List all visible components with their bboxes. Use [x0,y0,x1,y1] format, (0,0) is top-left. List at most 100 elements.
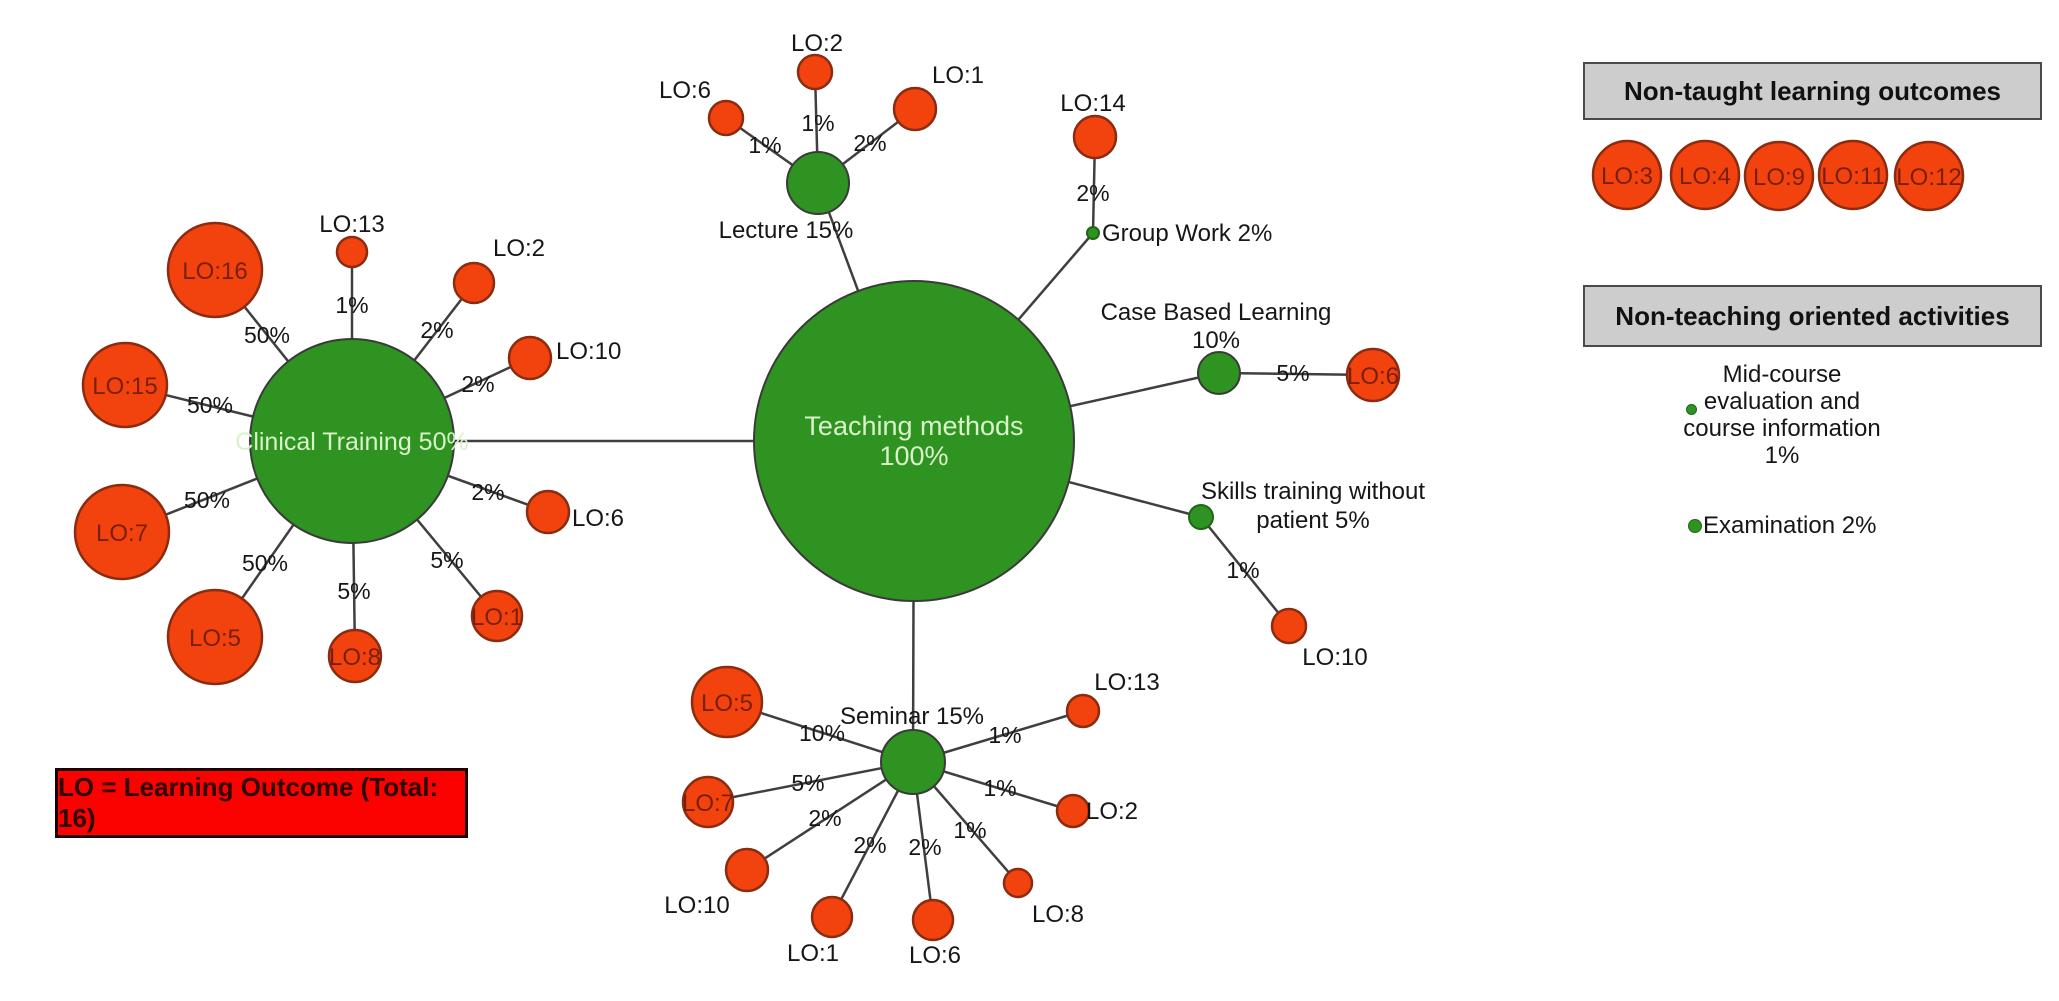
edge-label-seminar-se6: 2% [908,834,941,860]
node-se10-label: LO:10 [664,892,729,919]
lo-abbreviation-text: LO = Learning Outcome (Total: 16) [58,772,439,833]
node-seminar-label: Seminar 15% [840,703,984,730]
node-c6-circle [525,489,571,535]
examination-dot-icon [1688,519,1702,533]
edge-label-clinical-c13: 1% [335,292,368,318]
node-c2-circle [452,261,496,305]
node-se2-circle [1055,793,1091,829]
edge-seminar-se7 [707,760,914,804]
edge-label-clinical-c15: 50% [187,392,233,418]
node-leg9-circle [1743,140,1815,212]
node-c8-circle [327,628,383,684]
node-leg4-circle [1669,139,1741,211]
edge-label-seminar-se10: 2% [808,805,841,831]
node-l2-label: LO:2 [791,30,843,57]
node-g14-circle [1072,114,1118,160]
node-se5-label: LO:5 [701,690,753,717]
edge-label-clinical-c16: 50% [244,322,290,348]
node-c5-label: LO:5 [189,625,241,652]
node-leg12-label: LO:12 [1896,164,1961,191]
node-s10-circle [1270,607,1308,645]
edge-label-seminar-se7: 5% [791,770,824,796]
node-leg3-label: LO:3 [1601,163,1653,190]
node-teaching-circle [753,280,1075,602]
node-groupwork-circle [1086,226,1100,240]
node-se6-circle [911,898,955,942]
node-leg12-circle [1893,140,1965,212]
node-leg3-circle [1591,139,1663,211]
node-se13-circle [1065,693,1101,729]
node-cb6-circle [1345,347,1401,403]
node-c1-label: LO:1 [471,604,523,631]
edge-label-lecture-l6: 1% [748,132,781,158]
node-c16-label: LO:16 [182,258,247,285]
non-teaching-activities-title: Non-teaching oriented activities [1615,300,2010,331]
node-c2-label: LO:2 [493,235,545,262]
node-c13-label: LO:13 [319,211,384,238]
edge-label-seminar-se2: 1% [983,775,1016,801]
node-groupwork-label: Group Work 2% [1102,220,1272,247]
node-c16-circle [166,221,264,319]
node-se1-circle [810,895,854,939]
node-c15-circle [81,341,169,429]
node-se8-circle [1002,867,1034,899]
node-lecture-label: Lecture 15% [719,217,854,244]
node-skills-label: patient 5% [1256,507,1369,534]
node-l6-circle [707,99,745,137]
mid-course-line-3: course information [1683,415,1881,442]
node-clinical-circle [249,338,455,544]
node-teaching-label: Teaching methods [804,411,1023,441]
node-c10-label: LO:10 [556,338,621,365]
node-skills-circle [1188,504,1214,530]
node-skills-label: Skills training without [1201,478,1425,505]
mid-course-dot-icon [1686,404,1697,415]
node-c6-label: LO:6 [572,505,624,532]
mid-course-line-4: 1% [1764,442,1800,469]
node-c7-label: LO:7 [96,520,148,547]
mid-course-line-2: evaluation and [1703,388,1861,415]
edge-label-clinical-c8: 5% [337,578,370,604]
non-taught-outcomes-title: Non-taught learning outcomes [1624,75,2001,106]
node-g14-label: LO:14 [1060,90,1125,117]
node-cbl-label: 10% [1192,327,1240,354]
node-c7-circle [73,483,171,581]
lo-abbreviation-note: LO = Learning Outcome (Total: 16) [55,768,468,838]
node-cbl-circle [1197,351,1241,395]
node-leg11-label: LO:11 [1821,163,1885,190]
mid-course-evaluation-item: Mid-course evaluation and course informa… [1657,361,1907,469]
edge-label-seminar-se5: 10% [799,720,845,746]
node-l6-label: LO:6 [659,77,711,104]
examination-label: Examination 2% [1703,512,1877,539]
edge-skills-s10 [1200,516,1290,627]
node-c10-circle [507,335,553,381]
edge-label-clinical-c1: 5% [430,547,463,573]
edge-seminar-se10 [746,760,914,872]
node-l2-circle [796,53,834,91]
node-l1-label: LO:1 [932,62,984,89]
edge-label-lecture-l2: 1% [801,110,834,136]
node-se5-circle [690,665,764,739]
node-cb6-label: LO:6 [1347,363,1399,390]
edge-label-groupwork-g14: 2% [1076,180,1109,206]
node-l1-circle [892,86,938,132]
node-teaching-label: 100% [879,441,948,471]
edge-label-seminar-se8: 1% [953,817,986,843]
node-se10-circle [724,847,770,893]
node-cbl-label: Case Based Learning [1101,299,1332,326]
edge-label-clinical-c7: 50% [184,487,230,513]
node-se7-label: LO:7 [682,790,734,817]
non-teaching-activities-header: Non-teaching oriented activities [1583,285,2042,347]
node-seminar-circle [880,729,946,795]
node-se13-label: LO:13 [1094,669,1159,696]
node-se2-label: LO:2 [1086,798,1138,825]
node-c1-circle [470,589,524,643]
edge-label-cbl-cb6: 5% [1276,360,1309,386]
node-clinical-label: Clinical Training 50% [235,428,468,456]
node-c5-circle [166,588,264,686]
edge-label-clinical-c6: 2% [471,479,504,505]
node-se8-label: LO:8 [1032,901,1084,928]
node-se7-circle [681,775,735,829]
edge-label-clinical-c10: 2% [461,371,494,397]
edge-label-seminar-se13: 1% [988,722,1021,748]
